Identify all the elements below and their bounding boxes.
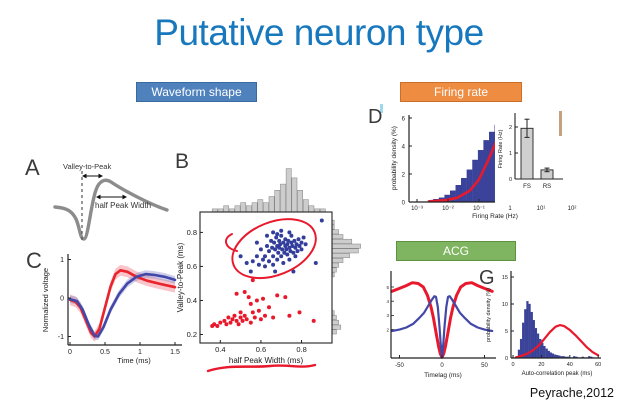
svg-text:10⁻³: 10⁻³: [411, 206, 423, 212]
svg-text:Normalized voltage: Normalized voltage: [41, 268, 50, 332]
page-title: Putative neuron type: [154, 12, 484, 53]
svg-text:RS: RS: [543, 184, 551, 190]
svg-text:probability density (%): probability density (%): [486, 288, 492, 342]
svg-text:0.5: 0.5: [100, 349, 110, 356]
valley-to-peak-annotation: Valley-to-Peak: [63, 162, 112, 171]
panel-d-firing-rate: D 0 2 4 6 10⁻³ 10⁻² 10⁻¹ 1 10¹ 10² Firing Rate (Hz…: [365, 103, 587, 220]
panel-g-acg-peak: G 0 5 10 15 0 20 40 60 Auto-correlation peak (ms…: [477, 263, 617, 383]
scatter-red-cluster: [210, 278, 316, 328]
panel-a-waveform-sketch: A Valley-to-Peak half Peak Width: [15, 143, 180, 253]
acg-peak-histogram: [515, 301, 595, 359]
svg-text:10¹: 10¹: [537, 206, 546, 212]
svg-text:0.2: 0.2: [187, 330, 197, 339]
top-marginal-histogram: [211, 168, 326, 213]
svg-text:6: 6: [402, 117, 406, 123]
waveform-shape-badge: Waveform shape: [136, 82, 257, 102]
half-peak-width-annotation: half Peak Width: [95, 201, 152, 210]
svg-text:0: 0: [68, 349, 72, 356]
svg-text:1: 1: [60, 257, 64, 264]
panel-g-letter: G: [479, 267, 495, 289]
svg-text:20: 20: [538, 362, 544, 368]
svg-text:10⁻²: 10⁻²: [442, 206, 454, 212]
acg-badge: ACG: [396, 241, 516, 261]
svg-text:40: 40: [567, 362, 573, 368]
svg-text:0.4: 0.4: [187, 296, 197, 305]
svg-text:1: 1: [508, 206, 512, 212]
svg-text:60: 60: [595, 362, 601, 368]
svg-text:2: 2: [386, 327, 389, 332]
stray-tan-mark: [559, 111, 562, 136]
svg-text:5: 5: [386, 285, 389, 290]
citation: Peyrache,2012: [529, 386, 614, 400]
svg-text:1: 1: [138, 349, 142, 356]
scatter-plot-svg: 0.4 0.6 0.8 0.2 0.4 0.6 0.8 half Peak Width (ms…: [176, 168, 361, 373]
panel-d-letter: D: [368, 106, 383, 128]
svg-text:0: 0: [440, 363, 444, 369]
svg-text:15: 15: [502, 275, 508, 281]
svg-text:0: 0: [505, 356, 508, 362]
svg-text:Firing Rate (Hz): Firing Rate (Hz): [472, 213, 518, 220]
acg-timelag-svg: 5 4 3 2 -50 0 50 Timelag (ms): [386, 271, 496, 379]
svg-text:0: 0: [60, 296, 64, 303]
svg-text:1: 1: [509, 151, 512, 157]
waveform-sketch-svg: [53, 171, 169, 243]
svg-text:0: 0: [402, 201, 406, 207]
svg-text:0: 0: [511, 362, 514, 368]
svg-text:Firing Rate (Hz): Firing Rate (Hz): [498, 129, 504, 168]
svg-text:3: 3: [386, 313, 389, 318]
right-marginal-histogram: [331, 219, 361, 335]
svg-text:0.8: 0.8: [187, 228, 197, 237]
svg-text:Timelag (ms): Timelag (ms): [424, 372, 462, 379]
plot-frame: [199, 211, 333, 344]
hand-drawn-underline: [206, 363, 317, 373]
panel-a-letter: A: [25, 155, 40, 180]
svg-text:1.5: 1.5: [170, 349, 180, 356]
svg-text:50: 50: [481, 363, 488, 369]
firing-rate-badge: Firing rate: [400, 82, 522, 102]
svg-text:probability density (%): probability density (%): [391, 126, 398, 190]
spike-waveform-path: [53, 178, 169, 241]
svg-text:Time (ms): Time (ms): [117, 356, 151, 365]
svg-text:4: 4: [402, 145, 406, 151]
svg-text:4: 4: [386, 299, 389, 304]
acg-timelag-plot: 5 4 3 2 -50 0 50 Timelag (ms): [380, 263, 518, 383]
svg-text:-1: -1: [58, 334, 64, 341]
svg-text:Auto-correlation peak (ms): Auto-correlation peak (ms): [522, 371, 593, 377]
svg-text:0.6: 0.6: [256, 345, 266, 354]
svg-text:FS: FS: [523, 184, 531, 190]
svg-text:-50: -50: [395, 363, 404, 369]
hand-drawn-hook: [225, 233, 238, 252]
stray-cyan-mark: [380, 104, 383, 113]
svg-text:10²: 10²: [568, 206, 577, 212]
panel-c-mean-waveforms: C -1 0 1 0 0.5 1 1.5 Time (ms) Normalized voltag…: [22, 246, 190, 368]
svg-text:half Peak Width (ms): half Peak Width (ms): [229, 356, 304, 365]
hand-drawn-ellipse: [231, 218, 317, 280]
panel-b-scatter: B 0.4 0.6 0.8 0.2 0.4 0.6 0.8 half Peak Width (…: [175, 150, 372, 378]
svg-text:2: 2: [402, 173, 406, 179]
mean-waveform-svg: -1 0 1 0 0.5 1 1.5 Time (ms) Normalized voltage: [41, 254, 182, 365]
svg-text:2: 2: [509, 125, 512, 131]
svg-text:0.6: 0.6: [187, 262, 197, 271]
svg-text:10: 10: [502, 302, 508, 308]
svg-text:Valley-to-Peak (ms): Valley-to-Peak (ms): [176, 242, 185, 312]
svg-text:0.4: 0.4: [215, 345, 225, 354]
svg-text:5: 5: [505, 329, 508, 335]
scatter-blue-cluster: [238, 218, 324, 274]
panel-b-letter: B: [175, 150, 190, 173]
firing-rate-inset-svg: 0 1 2 FS RS Firing Rate (Hz): [495, 107, 583, 203]
svg-text:10⁻¹: 10⁻¹: [473, 206, 485, 212]
svg-text:0: 0: [509, 177, 512, 183]
svg-text:0.8: 0.8: [296, 345, 306, 354]
panel-c-letter: C: [26, 248, 42, 273]
